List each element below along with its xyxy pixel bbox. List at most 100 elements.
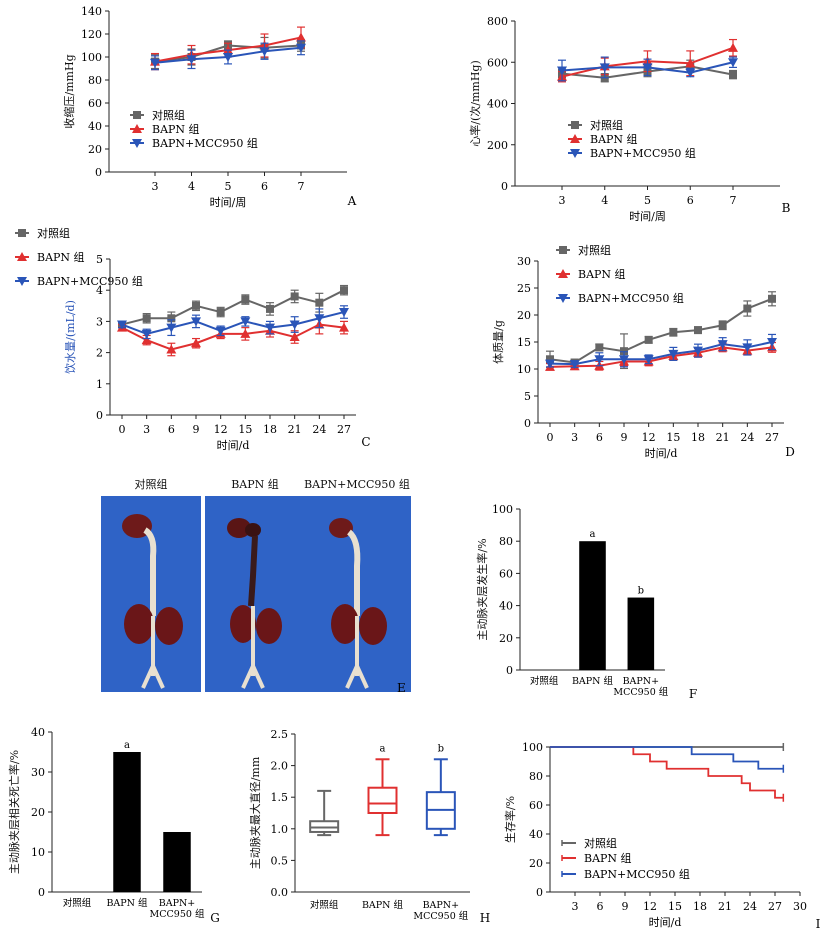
y-tick-label: 25 [517,282,531,295]
y-tick-label: 30 [517,255,531,268]
data-point-bapn [141,335,152,345]
y-tick-label: 80 [88,74,102,87]
data-point-control [241,295,250,304]
data-point-mcc [259,47,270,57]
x-tick-label: 5 [644,194,651,207]
x-tick-label: 6 [596,431,603,444]
legend-marker-mcc [558,294,568,303]
series-line-mcc [549,341,773,366]
panel-letter-f: F [689,687,697,701]
x-tick-label: 9 [622,900,629,913]
y-tick-label: 15 [517,336,531,349]
y-tick-label: 4 [96,284,103,297]
y-tick-label: 100 [81,51,102,64]
legend-label-bapn: BAPN 组 [37,250,85,264]
x-axis-label: 时间/周 [629,210,666,223]
bar-1 [113,752,141,892]
legend-label-mcc: BAPN+MCC950 组 [590,146,696,160]
x-tick-label: 6 [261,180,268,193]
x-tick-label: 7 [730,194,737,207]
x-tick-label-line: MCC950 组 [150,908,205,920]
panel-letter-e: E [397,681,406,695]
x-tick-label-line: MCC950 组 [413,910,468,922]
y-tick-label: 400 [487,98,508,111]
legend-label-bapn: BAPN 组 [578,267,626,281]
significance-label: b [638,586,644,597]
data-point-control [142,314,151,323]
y-tick-label: 20 [499,632,513,645]
series-line-control [121,289,345,326]
y-tick-label: 20 [31,806,45,819]
y-tick-label: 20 [517,309,531,322]
legend-label-bapn: BAPN 组 [152,122,200,136]
y-tick-label: 0 [536,886,543,899]
y-tick-label: 200 [487,139,508,152]
panel-letter-h: H [480,911,490,925]
y-tick-label: 0 [501,180,508,193]
x-tick-label: 27 [337,423,351,436]
x-tick-label: 24 [743,900,757,913]
data-point-bapn [289,332,300,341]
panel-e-photos: 对照组 BAPN 组 BAPN+MCC950 组 [101,476,411,698]
y-tick-label: 10 [517,363,531,376]
bar-2 [163,832,191,892]
x-tick-label: 4 [601,194,608,207]
panel-letter-d: D [785,445,795,459]
y-tick-label: 60 [88,97,102,110]
y-tick-label: 0.0 [271,886,289,899]
y-tick-label: 10 [31,846,45,859]
data-point-bapn [296,32,306,42]
x-tick-label: 24 [740,431,754,444]
data-point-control [216,308,225,317]
x-tick-label: BAPN+ MCC950 组 [413,900,468,922]
x-tick-label: 6 [687,194,694,207]
legend-label-mcc: BAPN+MCC950 组 [584,867,690,881]
x-tick-label: 7 [298,180,305,193]
x-tick-label: 3 [559,194,566,207]
panel-d-chart: 0 5 10 15 20 25 30 0 3 6 9 12 15 18 21 24 27 时间/d 体质量/g 对照组… [491,243,795,460]
data-point-control [669,328,678,337]
legend-marker-bapn [558,269,568,278]
data-point-control [644,335,653,344]
y-tick-label: 1.5 [271,791,289,804]
x-tick-label-line: 对照组 [530,675,559,687]
data-point-control [546,355,554,364]
y-tick-label: 40 [499,600,513,613]
x-axis-label: 时间/周 [210,196,247,209]
y-axis-label: 体质量/g [491,320,505,364]
x-tick-label: 3 [143,423,150,436]
y-tick-label: 40 [529,828,543,841]
data-point-mcc [314,314,325,324]
data-point-mcc [594,355,605,365]
data-point-mcc [117,320,127,330]
x-tick-label: BAPN+ MCC950 组 [613,676,668,698]
x-tick-label: 21 [716,431,730,444]
significance-label: a [590,529,596,540]
data-point-bapn [166,344,177,354]
data-point-mcc [289,320,300,330]
legend-marker-bapn [132,124,142,133]
y-axis-label: 饮水量/(mL/d) [64,300,77,374]
x-tick-label: 24 [312,423,326,436]
legend-label-bapn: BAPN 组 [590,132,638,146]
x-tick-label: 18 [693,900,707,913]
x-tick-label: 30 [793,900,807,913]
y-tick-label: 80 [529,770,543,783]
y-tick-label: 40 [88,120,102,133]
data-point-control [729,70,737,79]
y-tick-label: 30 [31,766,45,779]
x-tick-label-line: BAPN+ [423,900,460,911]
x-tick-label: 对照组 [63,897,92,909]
box-bapn [367,786,398,815]
y-tick-label: 120 [81,28,102,41]
x-tick-label: 21 [288,423,302,436]
panel-h-chart: 0.0 0.5 1.0 1.5 2.0 2.5 主动脉夹最大直径/mm 对照组 a BAPN 组 b… [248,728,490,925]
x-tick-label: 21 [718,900,732,913]
data-point-bapn [685,58,696,68]
data-point-mcc [742,343,753,353]
y-tick-label: 60 [529,799,543,812]
data-point-mcc [728,58,738,68]
x-tick-label: 对照组 [530,675,559,687]
